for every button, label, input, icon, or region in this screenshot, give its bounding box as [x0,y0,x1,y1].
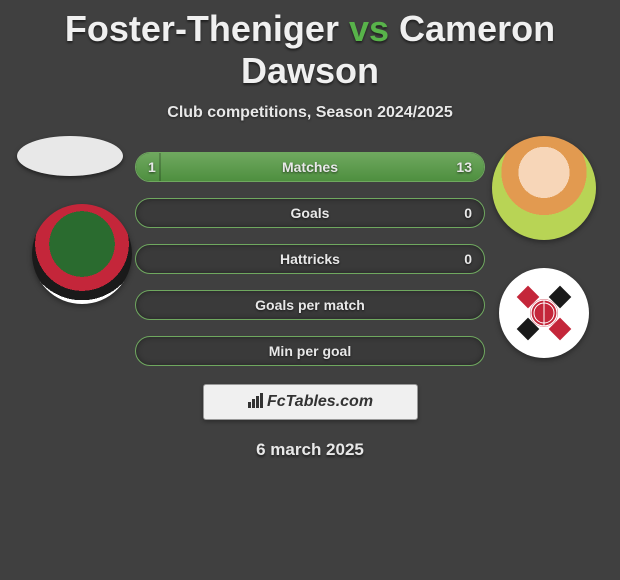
stat-label: Matches [282,159,338,175]
rotherham-crest-icon [514,283,574,343]
left-club-badge-wrexham [32,204,132,304]
subtitle: Club competitions, Season 2024/2025 [0,104,620,122]
title-left-player: Foster-Theniger [65,8,339,49]
left-player-placeholder [17,136,123,176]
stat-label: Min per goal [269,343,351,359]
stat-bar: Min per goal [135,336,485,366]
stat-bar: 0 Goals [135,198,485,228]
right-club-badge-rotherham [499,268,589,358]
stat-right-value: 13 [456,159,472,175]
date-text: 6 march 2025 [0,440,620,460]
stat-label: Hattricks [280,251,340,267]
stat-bar: 0 Hattricks [135,244,485,274]
stat-left-value: 1 [148,159,156,175]
brand-text: FcTables.com [267,393,373,410]
bar-chart-icon [247,393,265,409]
title-vs: vs [349,8,389,49]
comparison-arena: 1 13 Matches 0 Goals 0 Hattricks Goals per matc… [0,152,620,366]
page-title: Foster-Theniger vs Cameron Dawson [0,0,620,92]
stat-label: Goals per match [255,297,365,313]
stat-label: Goals [291,205,330,221]
left-column [8,136,132,304]
stat-right-value: 0 [464,251,472,267]
brand-box: FcTables.com [203,384,418,420]
right-player-photo [492,136,596,240]
stat-bar: Goals per match [135,290,485,320]
stat-right-value: 0 [464,205,472,221]
right-column [492,136,596,358]
stat-bars: 1 13 Matches 0 Goals 0 Hattricks Goals per matc… [135,152,485,366]
stat-bar: 1 13 Matches [135,152,485,182]
